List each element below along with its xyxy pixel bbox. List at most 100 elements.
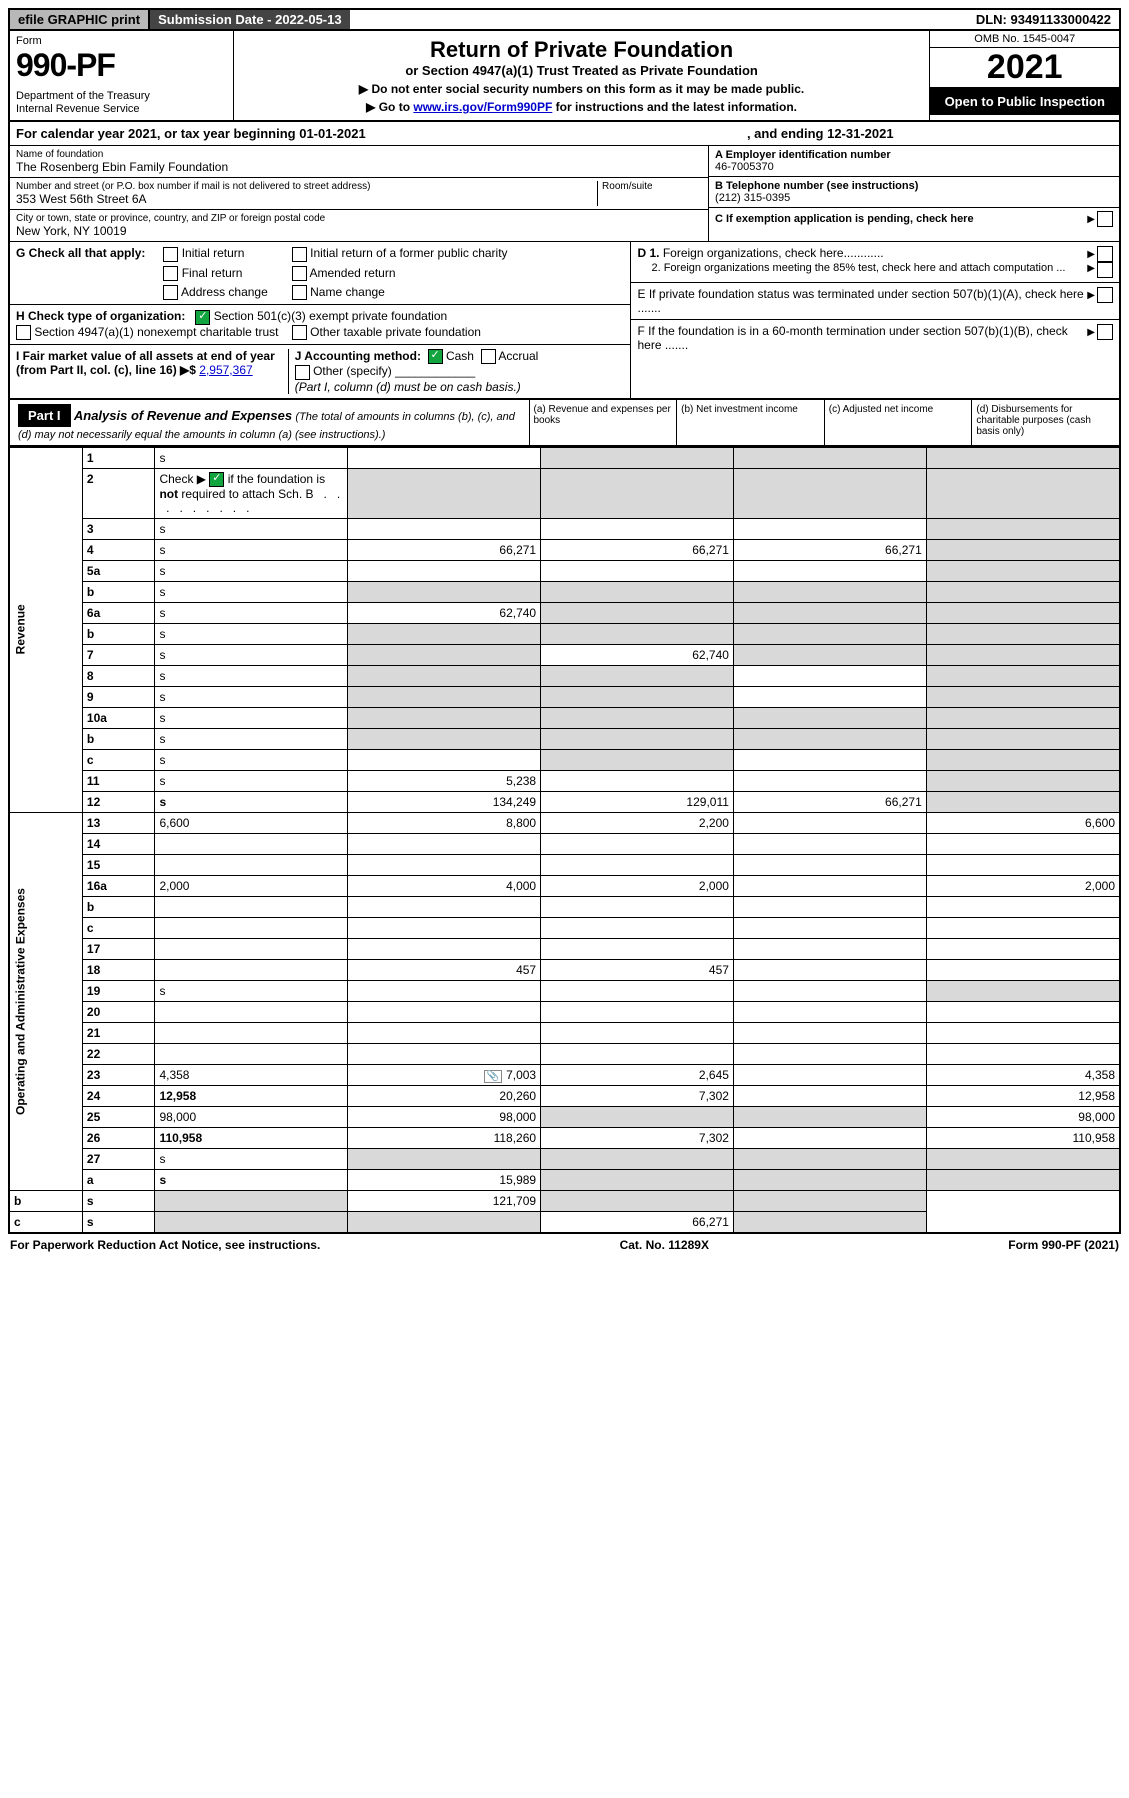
table-row: 22 [9,1044,1120,1065]
name-label: Name of foundation [16,149,702,160]
col-d-head: (d) Disbursements for charitable purpose… [971,400,1119,445]
arrow-icon [1087,287,1097,315]
table-row: 8 s [9,666,1120,687]
g-opt2: Address change [181,285,268,299]
table-row: 5a s [9,561,1120,582]
col-c-head: (c) Adjusted net income [824,400,972,445]
form-number: 990-PF [16,47,227,84]
calendar-year-row: For calendar year 2021, or tax year begi… [8,122,1121,146]
table-row: 9 s [9,687,1120,708]
city-cell: City or town, state or province, country… [10,210,708,241]
note2-pre: ▶ Go to [366,100,413,114]
omb-number: OMB No. 1545-0047 [930,31,1119,48]
table-row: 26 110,958 118,260 7,302110,958 [9,1128,1120,1149]
d2-checkbox[interactable] [1097,262,1113,278]
calendar-end: , and ending 12-31-2021 [747,126,894,141]
e-row: E If private foundation status was termi… [631,283,1119,320]
f-label: F If the foundation is in a 60-month ter… [637,324,1087,352]
g-amended-return[interactable] [292,266,307,281]
ij-row: I Fair market value of all assets at end… [10,345,630,398]
table-row: b s [9,624,1120,645]
table-row: 20 [9,1002,1120,1023]
j-accrual-label: Accrual [498,349,538,363]
table-row: 18 457 457 [9,960,1120,981]
form-id-block: Form 990-PF Department of the Treasury I… [10,31,234,120]
j-cash-label: Cash [446,349,474,363]
table-row: 23 4,358 📎7,003 2,6454,358 [9,1065,1120,1086]
d-row: D 1. Foreign organizations, check here..… [631,242,1119,283]
g-opt4: Amended return [309,266,395,280]
table-row: c s [9,750,1120,771]
street-address: 353 West 56th Street 6A [16,192,597,206]
d2-label: 2. Foreign organizations meeting the 85%… [651,262,1087,278]
table-row: 21 [9,1023,1120,1044]
part1-title: Analysis of Revenue and Expenses [74,408,292,423]
h-501c3[interactable]: ✓ [195,310,210,325]
arrow-icon [1087,324,1097,352]
g-name-change[interactable] [292,285,307,300]
ein-cell: A Employer identification number 46-7005… [709,146,1119,177]
h-opt2: Section 4947(a)(1) nonexempt charitable … [34,325,278,339]
fmv-value[interactable]: 2,957,367 [199,363,252,377]
open-inspection: Open to Public Inspection [930,88,1119,115]
revenue-side-label: Revenue [9,447,82,812]
table-row: a s 15,989 [9,1170,1120,1191]
form-title: Return of Private Foundation [246,37,918,63]
j-label: J Accounting method: [295,349,421,363]
table-row: 16a 2,000 4,000 2,0002,000 [9,876,1120,897]
j-accrual[interactable] [481,349,496,364]
j-cash[interactable]: ✓ [428,349,443,364]
form-note2: ▶ Go to www.irs.gov/Form990PF for instru… [246,100,918,114]
h-opt1: Section 501(c)(3) exempt private foundat… [214,309,447,323]
e-label: E If private foundation status was termi… [637,287,1087,315]
e-checkbox[interactable] [1097,287,1113,303]
c-checkbox[interactable] [1097,211,1113,227]
footer-left: For Paperwork Reduction Act Notice, see … [10,1238,320,1252]
attachment-icon[interactable]: 📎 [484,1070,502,1083]
g-opt3: Initial return of a former public charit… [310,246,507,260]
page-footer: For Paperwork Reduction Act Notice, see … [8,1234,1121,1256]
address-cell: Number and street (or P.O. box number if… [10,178,708,210]
table-row: 27 s [9,1149,1120,1170]
dept-label: Department of the Treasury Internal Reve… [16,90,227,116]
form990pf-link[interactable]: www.irs.gov/Form990PF [413,100,552,114]
g-final-return[interactable] [163,266,178,281]
table-row: b s 121,709 [9,1191,1120,1212]
part1-label: Part I [18,404,71,427]
h-4947[interactable] [16,325,31,340]
f-row: F If the foundation is in a 60-month ter… [631,320,1119,356]
table-row: 19 s [9,981,1120,1002]
ein-value: 46-7005370 [715,161,1113,173]
h-opt3: Other taxable private foundation [310,325,481,339]
checks-block: G Check all that apply: Initial return I… [8,242,1121,399]
g-initial-return[interactable] [163,247,178,262]
identity-block: Name of foundation The Rosenberg Ebin Fa… [8,146,1121,242]
phone-value: (212) 315-0395 [715,192,1113,204]
g-label: G Check all that apply: [16,246,145,260]
form-subtitle: or Section 4947(a)(1) Trust Treated as P… [246,63,918,78]
g-initial-former[interactable] [292,247,307,262]
foundation-name: The Rosenberg Ebin Family Foundation [16,160,702,174]
g-row: G Check all that apply: Initial return I… [10,242,630,305]
addr-label: Number and street (or P.O. box number if… [16,181,597,192]
j-other-label: Other (specify) [313,364,392,378]
submission-date: Submission Date - 2022-05-13 [150,10,350,29]
g-address-change[interactable] [163,285,178,300]
h-other-taxable[interactable] [292,325,307,340]
table-row: 11 s 5,238 [9,771,1120,792]
h-label: H Check type of organization: [16,309,185,323]
calendar-begin: For calendar year 2021, or tax year begi… [16,126,366,141]
schb-check[interactable]: ✓ [209,472,224,487]
f-checkbox[interactable] [1097,324,1113,340]
part1-header: Part I Analysis of Revenue and Expenses … [8,400,1121,447]
footer-right: Form 990-PF (2021) [1008,1238,1119,1252]
part1-table: Revenue 1 s 2 Check ▶ ✓ if the foundatio… [8,447,1121,1234]
j-other[interactable] [295,365,310,380]
table-row: 4 s 66,271 66,27166,271 [9,540,1120,561]
table-row: b s [9,729,1120,750]
table-row: 17 [9,939,1120,960]
table-row: c s 66,271 [9,1212,1120,1234]
table-row: 25 98,000 98,000 98,000 [9,1107,1120,1128]
d1-checkbox[interactable] [1097,246,1113,262]
table-row: Revenue 1 s [9,447,1120,468]
